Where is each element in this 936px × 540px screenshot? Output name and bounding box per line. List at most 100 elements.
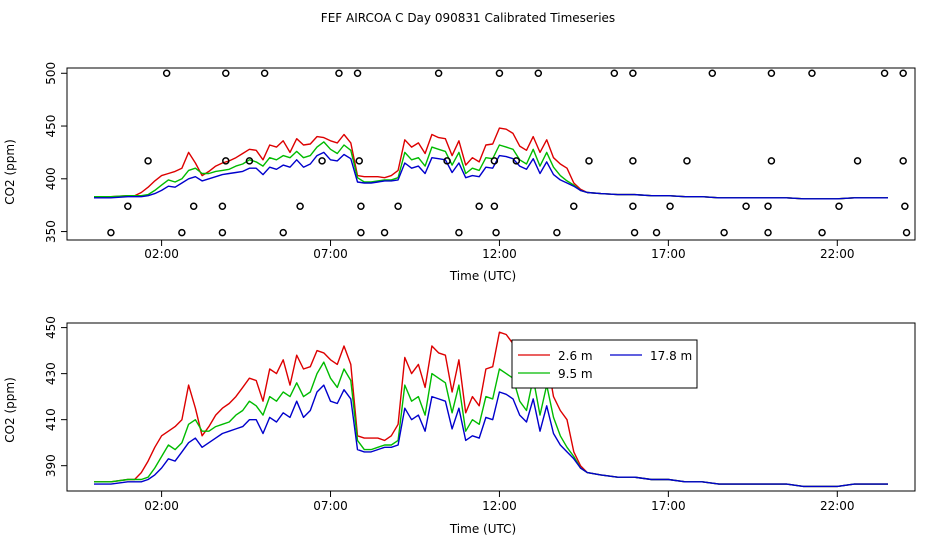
series-line-17-8-m: [94, 384, 888, 488]
flag-marker: [880, 69, 889, 78]
bottom-y-axis-label: CO2 (ppm): [3, 377, 17, 443]
top-markers: [107, 69, 911, 237]
flag-marker: [107, 228, 115, 237]
flag-marker: [853, 157, 862, 165]
legend-box: [511, 339, 698, 389]
flag-marker: [629, 202, 637, 210]
top-x-axis-label: Time (UTC): [449, 269, 516, 283]
top-y-axis-label: CO2 (ppm): [3, 139, 17, 205]
bottom-y-axis: 390 410 430 450: [44, 316, 67, 477]
y-tick-label: 500: [44, 62, 58, 85]
x-tick-label: 22:00: [820, 499, 855, 513]
flag-marker: [666, 202, 674, 210]
bottom-panel: 02:00 07:00 12:00 17:00 22:00 390 410 430 450 T…: [3, 316, 916, 536]
top-y-axis: 350 400 450 500: [44, 62, 67, 243]
bottom-plot-frame: [66, 322, 916, 492]
flag-marker: [683, 157, 691, 165]
series-line-17-8-m: [94, 151, 888, 200]
legend-label-17-8m: 17.8 m: [650, 349, 692, 363]
flag-marker: [492, 228, 500, 237]
flag-marker: [570, 202, 578, 210]
y-tick-label: 410: [44, 408, 58, 431]
flag-marker: [443, 157, 451, 165]
flag-marker: [475, 202, 483, 210]
y-tick-label: 350: [44, 220, 58, 243]
flag-marker: [610, 69, 619, 78]
flag-marker: [189, 202, 198, 210]
flag-marker: [495, 69, 504, 78]
flag-marker: [222, 157, 230, 165]
top-panel: 02:00 07:00 12:00 17:00 22:00 350 400 450 500 T…: [3, 62, 916, 283]
flag-marker: [178, 228, 186, 237]
flag-marker: [218, 228, 227, 237]
flag-marker: [901, 202, 909, 210]
legend-label-2-6m: 2.6 m: [558, 349, 593, 363]
flag-marker: [357, 202, 365, 210]
legend-label-9-5m: 9.5 m: [558, 367, 593, 381]
flag-marker: [296, 202, 304, 210]
flag-marker: [490, 202, 499, 210]
top-plot-frame: [66, 67, 916, 241]
flag-marker: [708, 69, 717, 78]
bottom-series-lines: [94, 331, 888, 488]
flag-marker: [835, 202, 843, 210]
flag-marker: [455, 228, 463, 237]
flag-marker: [218, 202, 227, 210]
flag-marker: [260, 69, 269, 78]
flag-marker: [764, 202, 772, 210]
flag-marker: [720, 228, 728, 237]
y-tick-label: 430: [44, 362, 58, 385]
flag-marker: [124, 202, 132, 210]
bottom-x-axis-label: Time (UTC): [449, 522, 516, 536]
flag-marker: [764, 228, 772, 237]
flag-marker: [490, 157, 499, 165]
bottom-x-axis: 02:00 07:00 12:00 17:00 22:00: [144, 491, 855, 513]
y-tick-label: 450: [44, 115, 58, 138]
flag-marker: [767, 157, 776, 165]
flag-marker: [357, 228, 365, 237]
x-tick-label: 02:00: [144, 247, 179, 261]
x-tick-label: 12:00: [482, 499, 517, 513]
flag-marker: [629, 157, 637, 165]
flag-marker: [808, 69, 816, 78]
series-line-9-5-m: [94, 361, 888, 488]
flag-marker: [553, 228, 561, 237]
x-tick-label: 07:00: [313, 247, 348, 261]
flag-marker: [899, 157, 907, 165]
figure-title: FEF AIRCOA C Day 090831 Calibrated Times…: [321, 11, 615, 25]
flag-marker: [585, 157, 593, 165]
flag-marker: [512, 157, 521, 165]
flag-marker: [162, 69, 171, 78]
top-x-axis: 02:00 07:00 12:00 17:00 22:00: [144, 240, 855, 261]
flag-marker: [630, 228, 639, 237]
y-tick-label: 450: [44, 316, 58, 339]
flag-marker: [355, 157, 363, 165]
flag-marker: [902, 228, 911, 237]
flag-marker: [899, 69, 907, 78]
flag-marker: [767, 69, 776, 78]
series-line-9-5-m: [94, 141, 888, 200]
flag-marker: [279, 228, 287, 237]
x-tick-label: 07:00: [313, 499, 348, 513]
flag-marker: [353, 69, 362, 78]
series-line-2-6-m: [94, 331, 888, 488]
flag-marker: [434, 69, 443, 78]
flag-marker: [380, 228, 389, 237]
flag-marker: [534, 69, 543, 78]
x-tick-label: 17:00: [651, 499, 686, 513]
x-tick-label: 12:00: [482, 247, 517, 261]
x-tick-label: 17:00: [651, 247, 686, 261]
top-series-lines: [94, 127, 888, 200]
x-tick-label: 22:00: [820, 247, 855, 261]
legend: 2.6 m 17.8 m 9.5 m: [511, 339, 698, 389]
flag-marker: [742, 202, 750, 210]
flag-marker: [629, 69, 637, 78]
flag-marker: [394, 202, 402, 210]
flag-marker: [144, 157, 152, 165]
flag-marker: [818, 228, 826, 237]
flag-marker: [222, 69, 230, 78]
x-tick-label: 02:00: [144, 499, 179, 513]
y-tick-label: 400: [44, 167, 58, 190]
y-tick-label: 390: [44, 454, 58, 477]
